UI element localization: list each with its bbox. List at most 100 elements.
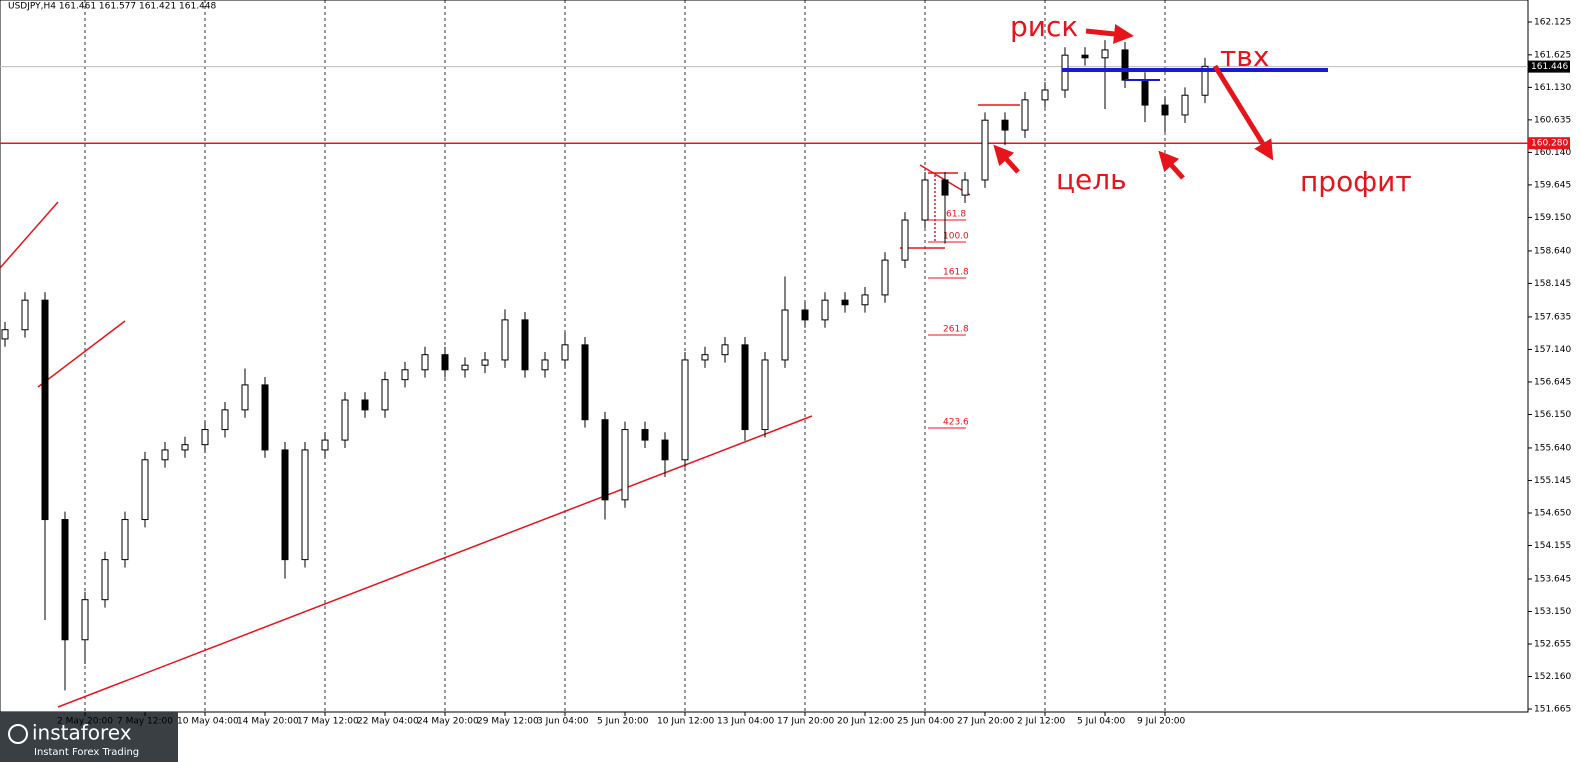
y-tick-label: 159.645 [1534,180,1571,190]
candle-body [361,399,369,411]
y-tick-label: 151.665 [1534,705,1571,715]
candle-body [661,439,669,461]
candle-body [1001,119,1009,131]
candle-body [861,294,869,306]
logo-tagline: Instant Forex Trading [34,747,139,758]
candle-body [221,409,229,431]
x-tick-label: 29 May 12:00 [477,717,539,727]
candle-body [281,449,289,561]
candle-body [621,429,629,501]
y-tick-label: 160.140 [1534,148,1571,158]
price-tag [1528,60,1570,73]
x-tick-label: 17 May 12:00 [297,717,359,727]
candle-body [821,299,829,321]
y-tick-label: 153.645 [1534,574,1571,584]
fib-label: 100.0 [943,232,969,242]
candle-body [581,344,589,421]
y-tick-label: 156.645 [1534,377,1571,387]
candle-body [881,259,889,296]
candle-body [1201,65,1209,96]
candle-body [341,399,349,441]
x-tick-label: 14 May 20:00 [237,717,299,727]
price-label: 161.446 [1531,62,1568,72]
candle-body [781,309,789,361]
y-tick-label: 152.160 [1534,672,1571,682]
annotation: цель [1056,163,1127,196]
candle-body [261,384,269,451]
candle-body [521,319,529,371]
candle-body [921,179,929,221]
fib-label: 161.8 [943,268,969,278]
x-tick-label: 25 Jun 04:00 [897,717,954,727]
candle-body [741,344,749,431]
annotation: профит [1300,165,1412,198]
y-tick-label: 158.145 [1534,279,1571,289]
annotation: риск [1010,10,1078,43]
y-tick-label: 157.140 [1534,345,1571,355]
x-tick-label: 10 Jun 12:00 [657,717,714,727]
y-tick-label: 154.155 [1534,541,1571,551]
candle-body [41,299,49,521]
candle-body [941,179,949,196]
candle-body [81,599,89,641]
annotation: твх [1220,40,1269,73]
logo: instaforex Instant Forex Trading [0,712,178,762]
candle-body [541,359,549,371]
candle-body [201,429,209,446]
candle-body [641,429,649,441]
arrows [993,24,1274,180]
x-tick-label: 5 Jun 20:00 [597,717,649,727]
candle-body [141,459,149,521]
candle-body [381,379,389,411]
candle-body [1041,89,1049,101]
candle-body [601,419,609,501]
candle-body [1101,49,1109,59]
candle-body [61,519,69,641]
y-tick-label: 160.635 [1534,115,1571,125]
x-tick-label: 2 Jul 12:00 [1017,717,1066,727]
candle-body [301,449,309,561]
candle-body [961,179,969,196]
candle-body [1021,99,1029,131]
candle-body [421,354,429,371]
candle-body [461,364,469,371]
x-tick-label: 10 May 04:00 [177,717,239,727]
y-tick-label: 153.150 [1534,607,1571,617]
candle-body [21,299,29,331]
y-tick-label: 156.150 [1534,410,1571,420]
candle-body [1,329,9,340]
candle-body [241,384,249,411]
candle-body [1061,54,1069,91]
y-tick-label: 161.625 [1534,50,1571,60]
candle-body [1141,79,1149,106]
candle-body [481,359,489,366]
y-tick-label: 159.150 [1534,213,1571,223]
logo-name: instaforex [32,721,132,745]
x-tick-label: 2 May 20:00 [57,717,113,727]
candle-body [441,354,449,371]
candle-body [981,119,989,181]
candle-body [161,449,169,461]
fib-label: 261.8 [943,325,969,335]
y-tick-label: 154.650 [1534,508,1571,518]
fib-lines [928,219,966,429]
x-tick-label: 3 Jun 04:00 [537,717,589,727]
candle-body [1161,104,1169,116]
candle-body [101,559,109,601]
fib-label: 61.8 [946,210,966,220]
candle-body [501,319,509,361]
drawings [0,104,1020,708]
x-tick-label: 22 May 04:00 [357,717,419,727]
candle-body [1181,94,1189,116]
candle-body [701,354,709,361]
candle-body [181,444,189,451]
level-label: 160.280 [1531,139,1568,149]
candle-body [761,359,769,431]
y-tick-label: 161.130 [1534,83,1571,93]
y-tick-label: 158.640 [1534,246,1571,256]
y-tick-label: 162.125 [1534,18,1571,28]
candle-body [1121,49,1129,81]
x-tick-label: 17 Jun 20:00 [777,717,834,727]
y-tick-label: 155.145 [1534,476,1571,486]
